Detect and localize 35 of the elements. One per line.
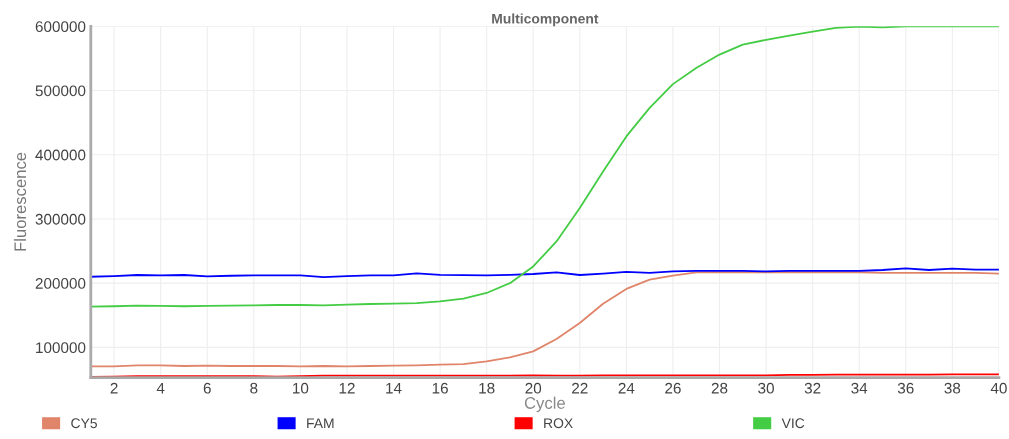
legend-label: VIC [781, 418, 805, 429]
x-tick-label: 26 [665, 382, 681, 394]
y-axis-title: Fluorescence [13, 152, 27, 251]
x-tick-label: 16 [432, 382, 448, 394]
chart-title: Multicomponent [492, 13, 599, 27]
y-tick-label: 600000 [35, 21, 86, 33]
y-tick-label: 200000 [35, 278, 86, 289]
x-tick-label: 2 [110, 382, 118, 394]
x-tick-label: 22 [572, 382, 588, 394]
x-tick-label: 28 [711, 382, 728, 394]
x-tick-label: 6 [203, 382, 211, 394]
legend-label: FAM [307, 418, 334, 429]
x-tick-label: 10 [293, 382, 309, 394]
y-tick-label: 500000 [35, 85, 86, 97]
x-tick-label: 8 [250, 382, 258, 394]
y-tick-label: 100000 [36, 342, 86, 354]
x-tick-label: 30 [758, 382, 774, 394]
legend-label: ROX [544, 418, 573, 429]
x-tick-label: 24 [618, 382, 635, 394]
x-tick-label: 32 [804, 382, 821, 394]
y-tick-label: 400000 [35, 149, 86, 161]
x-tick-label: 36 [897, 382, 914, 394]
y-tick-label: 300000 [35, 213, 86, 225]
line-series [90, 271, 999, 368]
x-tick-label: 18 [479, 382, 495, 394]
x-tick-label: 4 [156, 382, 165, 394]
x-tick-label: 38 [944, 382, 961, 394]
x-tick-label: 40 [990, 382, 1007, 394]
x-tick-label: 14 [386, 382, 402, 394]
x-axis-title: Cycle [524, 396, 565, 413]
line-series [90, 267, 999, 278]
legend-label: CY5 [71, 418, 97, 429]
x-tick-label: 20 [525, 382, 542, 394]
x-tick-label: 12 [339, 382, 355, 394]
x-tick-label: 34 [851, 382, 868, 394]
